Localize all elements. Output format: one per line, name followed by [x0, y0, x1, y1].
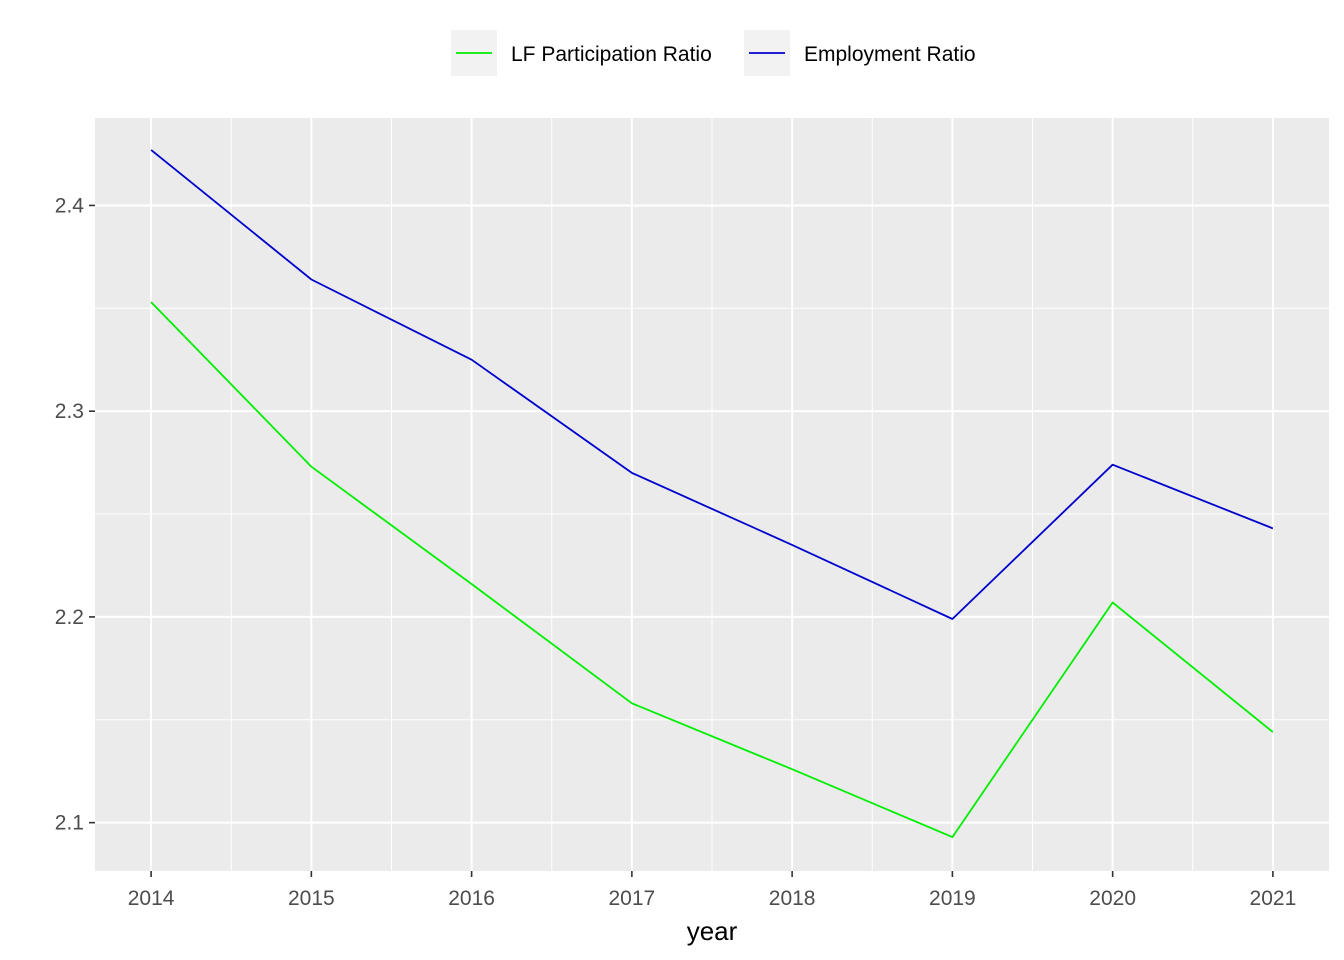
x-tick-label: 2016: [448, 887, 495, 910]
y-tick-label: 2.1: [55, 812, 84, 835]
y-tick-label: 2.2: [55, 606, 84, 629]
x-tick-label: 2020: [1089, 887, 1136, 910]
legend-label-lf: LF Participation Ratio: [511, 43, 712, 66]
x-axis-title: year: [687, 916, 738, 946]
major-gridlines: [95, 118, 1329, 871]
x-tick-label: 2021: [1250, 887, 1297, 910]
y-tick-label: 2.3: [55, 400, 84, 423]
x-axis: 2014 2015 2016 2017 2018 2019 2020 2021: [128, 871, 1297, 910]
x-tick-label: 2018: [769, 887, 816, 910]
series-lines: [150, 149, 1274, 838]
series-line-lf-participation-ratio: [150, 301, 1274, 838]
y-tick-label: 2.4: [55, 194, 85, 217]
x-tick-label: 2015: [288, 887, 335, 910]
minor-gridlines: [95, 118, 1329, 871]
series-line-employment-ratio: [150, 149, 1274, 620]
legend-label-emp: Employment Ratio: [804, 43, 976, 66]
x-tick-label: 2014: [128, 887, 175, 910]
legend: LF Participation Ratio Employment Ratio: [451, 30, 976, 76]
x-tick-label: 2019: [929, 887, 976, 910]
x-tick-label: 2017: [609, 887, 656, 910]
y-axis: 2.1 2.2 2.3 2.4: [55, 194, 95, 835]
